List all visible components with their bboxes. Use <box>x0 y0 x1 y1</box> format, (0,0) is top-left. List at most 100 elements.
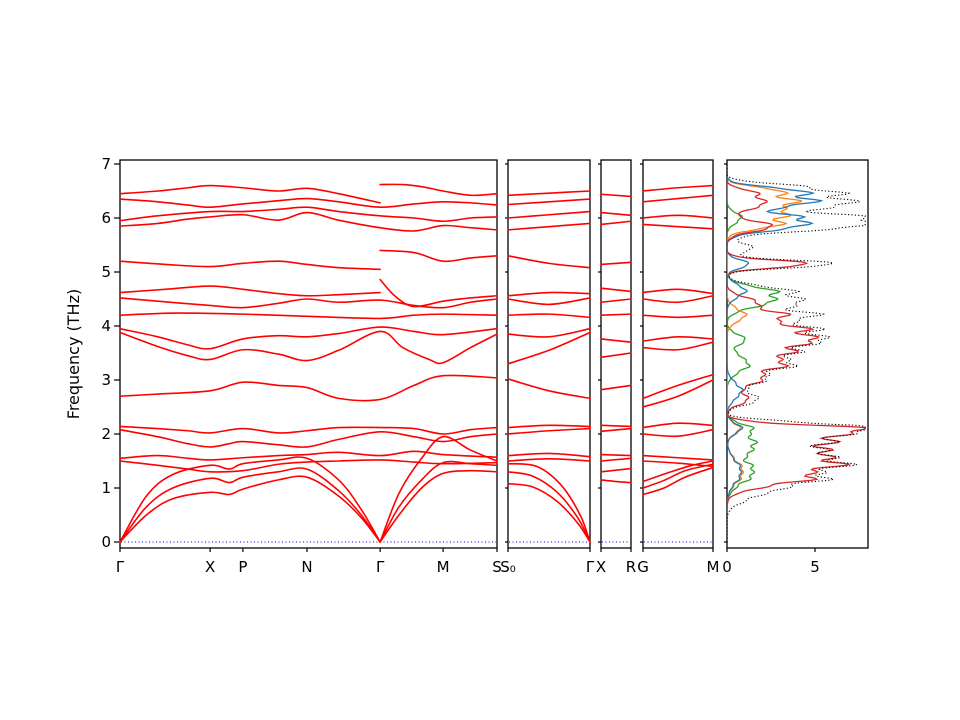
phonon-band <box>119 197 498 209</box>
phonon-band <box>507 190 591 197</box>
kpath-label: Γ <box>376 558 385 576</box>
ytick-label: 1 <box>101 479 111 497</box>
phonon-band <box>642 466 714 496</box>
dos-blue-curve <box>727 164 824 542</box>
phonon-band <box>507 471 591 543</box>
phonon-band <box>642 379 714 408</box>
phonon-band <box>379 435 498 543</box>
phonon-band <box>600 211 632 217</box>
phonon-bands-band-panel-3 <box>600 193 632 484</box>
phonon-band <box>600 287 632 293</box>
phonon-band <box>600 313 632 316</box>
phonon-band <box>119 260 381 271</box>
phonon-band <box>507 378 591 400</box>
kpath-label: S <box>492 558 502 576</box>
band-panel-2-frame <box>507 159 591 549</box>
ytick-label: 6 <box>101 209 111 227</box>
phonon-bands-band-panel-1 <box>119 183 498 543</box>
phonon-band <box>119 184 381 204</box>
phonon-band <box>600 479 632 484</box>
phonon-band <box>507 482 591 543</box>
phonon-band <box>507 462 591 543</box>
phonon-band <box>119 297 498 309</box>
kpath-label: M <box>707 558 720 576</box>
kpath-label: G <box>637 558 649 576</box>
kpath-label: X <box>596 558 606 576</box>
phonon-band <box>507 424 591 429</box>
phonon-band <box>119 467 381 543</box>
phonon-band <box>119 475 381 543</box>
phonon-band <box>507 327 591 338</box>
phonon-band <box>379 249 498 263</box>
ytick-label: 5 <box>101 263 111 281</box>
phonon-band <box>119 326 498 350</box>
phonon-band <box>642 428 714 438</box>
phonon-band <box>119 459 498 473</box>
dos-xtick-label: 0 <box>722 558 732 576</box>
phonon-band <box>642 373 714 400</box>
kpath-label: R <box>626 558 636 576</box>
dos-curves <box>727 164 866 542</box>
phonon-band <box>119 312 498 320</box>
phonon-band <box>119 374 498 402</box>
phonon-band <box>507 291 591 297</box>
phonon-band <box>600 453 632 457</box>
kpath-label: P <box>238 558 247 576</box>
ytick-label: 3 <box>101 371 111 389</box>
kpath-label: Γ <box>116 558 125 576</box>
phonon-band <box>119 428 498 448</box>
phonon-band <box>119 425 498 435</box>
kpath-label: N <box>301 558 312 576</box>
band-panel-1-frame <box>119 159 498 549</box>
ytick-label: 2 <box>101 425 111 443</box>
phonon-band <box>600 193 632 198</box>
phonon-band <box>600 338 632 343</box>
dos-green-curve <box>727 164 782 542</box>
phonon-band <box>642 460 714 468</box>
phonon-band <box>507 198 591 206</box>
phonon-band <box>600 261 632 266</box>
phonon-band <box>642 223 714 230</box>
dos-xtick-label: 5 <box>810 558 820 576</box>
phonon-band <box>379 183 498 197</box>
phonon-band <box>642 341 714 351</box>
phonon-band <box>507 210 591 219</box>
phonon-band <box>507 458 591 462</box>
phonon-band <box>119 330 498 365</box>
phonon-band <box>379 278 498 308</box>
phonon-band <box>642 294 714 304</box>
ytick-label: 7 <box>101 155 111 173</box>
phonon-band <box>119 211 498 232</box>
phonon-band <box>379 460 498 543</box>
band-panel-4-frame <box>642 159 714 549</box>
phonon-band <box>507 222 591 231</box>
phonon-band <box>507 452 591 458</box>
phonon-band <box>600 427 632 433</box>
phonon-band <box>507 313 591 319</box>
phonon-band <box>642 184 714 192</box>
phonon-band <box>507 331 591 365</box>
phonon-band <box>507 297 591 306</box>
ytick-label: 4 <box>101 317 111 335</box>
phonon-band <box>600 220 632 226</box>
dos-red-curve <box>727 164 866 542</box>
kpath-label: Γ <box>586 558 595 576</box>
phonon-band <box>642 194 714 203</box>
phonon-band <box>642 314 714 319</box>
kpath-label: X <box>205 558 215 576</box>
phonon-band <box>642 454 714 461</box>
phonon-band <box>642 460 714 483</box>
phonon-bands-band-panel-2 <box>507 190 591 543</box>
band-panel-3-frame <box>600 159 632 549</box>
kpath-label: M <box>437 558 450 576</box>
phonon-band <box>642 288 714 295</box>
phonon-band <box>119 450 498 461</box>
phonon-band <box>119 285 381 297</box>
phonon-band <box>600 424 632 428</box>
phonon-band <box>507 255 591 269</box>
phonon-band <box>642 335 714 342</box>
phonon-band <box>600 384 632 391</box>
ytick-label: 0 <box>101 533 111 551</box>
